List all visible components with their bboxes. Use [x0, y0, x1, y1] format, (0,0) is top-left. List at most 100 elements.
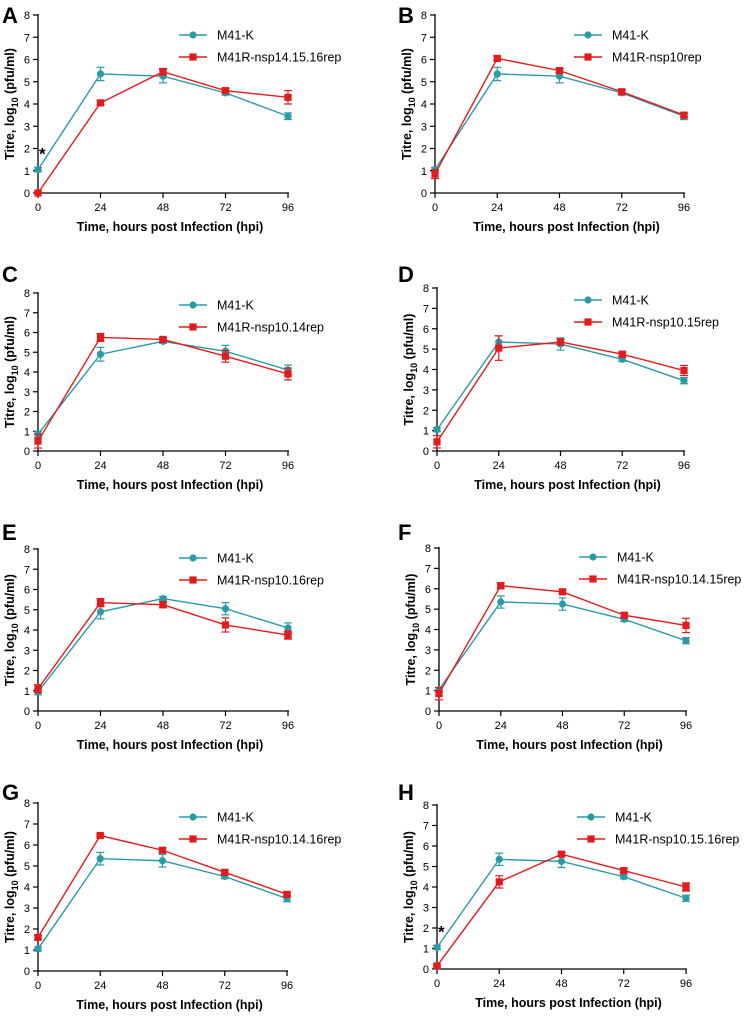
y-axis-label: Titre, log10 (pfu/ml): [3, 316, 20, 428]
series-mutant: [435, 582, 690, 701]
y-tick-label: 0: [423, 446, 429, 458]
data-point: [682, 621, 690, 630]
y-tick-label: 3: [24, 121, 30, 133]
data-point: [433, 438, 441, 446]
legend-swatch-marker: [189, 31, 197, 39]
series-line: [37, 340, 289, 435]
series-line: [436, 853, 687, 967]
data-point: [34, 189, 42, 197]
data-point: [284, 93, 292, 101]
panel-b: B 0 1 2 3 4 5 6 7 8 0 24 48 72 96 Time, hours post Infe…: [398, 3, 702, 234]
panel-letter: A: [2, 3, 18, 28]
legend-entry: M41R-nsp10rep: [574, 51, 702, 65]
legend-swatch-marker: [189, 576, 197, 584]
y-tick-label: 3: [423, 903, 429, 915]
legend-entry: M41-K: [179, 811, 254, 825]
y-tick-label: 0: [425, 706, 431, 718]
legend-label: M41R-nsp10.14.16rep: [217, 833, 341, 847]
x-tick-label: 0: [35, 980, 41, 992]
panel-g: G 0 1 2 3 4 5 6 7 8 0 24 48 72 96 Time, hours post Infe…: [2, 780, 341, 1012]
legend-label: M41-K: [217, 299, 254, 313]
data-point: [620, 867, 628, 875]
legend-swatch-marker: [189, 53, 197, 61]
x-axis-label: Time, hours post Infection (hpi): [77, 220, 264, 234]
legend-label: M41R-nsp10.16rep: [217, 574, 324, 588]
y-tick-label: 0: [421, 188, 427, 200]
x-axis-label: Time, hours post Infection (hpi): [77, 738, 264, 752]
data-point: [34, 685, 42, 693]
data-point: [96, 99, 105, 107]
x-tick-label: 0: [436, 720, 442, 732]
data-point: [34, 945, 42, 953]
panel-d: D 0 1 2 3 4 5 6 7 8 0 24 48 72 96 Time, hours post Infe…: [398, 262, 719, 492]
legend-entry: M41-K: [179, 29, 254, 43]
legend-swatch-marker: [584, 53, 592, 61]
x-tick-label: 72: [219, 980, 231, 992]
series-line: [37, 601, 289, 690]
y-tick-label: 5: [423, 862, 429, 874]
y-tick-label: 2: [423, 405, 429, 417]
series-line: [436, 858, 687, 948]
y-tick-label: 1: [423, 426, 429, 438]
series-control: [34, 337, 292, 438]
x-axis-label: Time, hours post Infection (hpi): [475, 996, 662, 1010]
data-point: [221, 352, 230, 360]
series-mutant: [431, 54, 688, 180]
data-point: [618, 350, 626, 358]
data-point: [555, 67, 564, 75]
legend-swatch-marker: [589, 575, 597, 583]
x-tick-label: 24: [493, 978, 505, 990]
panel-c: C 0 1 2 3 4 5 6 7 8 0 24 48 72 96 Time, hours post Infe…: [2, 262, 324, 492]
y-tick-label: 7: [425, 563, 431, 575]
x-tick-label: 48: [157, 720, 169, 732]
y-tick-label: 2: [423, 923, 429, 935]
panel-letter: C: [2, 262, 18, 287]
y-tick-label: 3: [425, 645, 431, 657]
x-tick-label: 48: [554, 460, 566, 472]
x-tick-label: 48: [556, 720, 568, 732]
data-point: [620, 873, 628, 881]
data-point: [493, 70, 501, 78]
y-tick-label: 3: [24, 645, 30, 657]
legend-entry: M41R-nsp10.16rep: [179, 574, 324, 588]
y-tick-label: 1: [423, 944, 429, 956]
y-tick-label: 8: [423, 800, 429, 812]
legend-label: M41R-nsp10.15rep: [612, 316, 719, 330]
data-point: [682, 894, 690, 902]
legend-entry: M41-K: [574, 29, 649, 43]
data-point: [221, 868, 229, 876]
data-point: [221, 87, 230, 95]
series-control: [34, 66, 292, 174]
legend-entry: M41-K: [577, 811, 652, 825]
legend-label: M41R-nsp14.15.16rep: [217, 51, 341, 65]
panel-h: H 0 1 2 3 4 5 6 7 8 0 24 48 72 96 Time, hours post Infe…: [398, 780, 739, 1010]
x-tick-label: 0: [35, 720, 41, 732]
data-point: [497, 598, 505, 606]
series-control: [34, 851, 291, 953]
panel-e: E 0 1 2 3 4 5 6 7 8 0 24 48 72 96 Time, hours post Infe…: [2, 520, 324, 752]
panel-letter: F: [398, 520, 411, 545]
legend-entry: M41-K: [579, 551, 654, 565]
x-tick-label: 24: [493, 460, 505, 472]
y-tick-label: 6: [24, 840, 30, 852]
data-point: [221, 621, 230, 629]
y-tick-label: 1: [24, 166, 30, 178]
panel-letter: H: [398, 780, 414, 805]
significance-asterisk: *: [438, 922, 445, 941]
panel-letter: B: [398, 3, 414, 28]
data-point: [558, 588, 567, 596]
data-point: [34, 166, 42, 174]
x-tick-label: 0: [35, 460, 41, 472]
data-point: [557, 850, 566, 858]
legend-swatch-marker: [189, 301, 197, 309]
x-axis-label: Time, hours post Infection (hpi): [474, 478, 661, 492]
panel-letter: E: [2, 520, 17, 545]
legend-swatch-marker: [587, 835, 595, 843]
y-tick-label: 3: [421, 121, 427, 133]
y-tick-label: 7: [24, 308, 30, 320]
x-tick-label: 72: [219, 202, 231, 214]
x-tick-label: 48: [156, 980, 168, 992]
y-tick-label: 0: [24, 188, 30, 200]
y-tick-label: 6: [423, 841, 429, 853]
